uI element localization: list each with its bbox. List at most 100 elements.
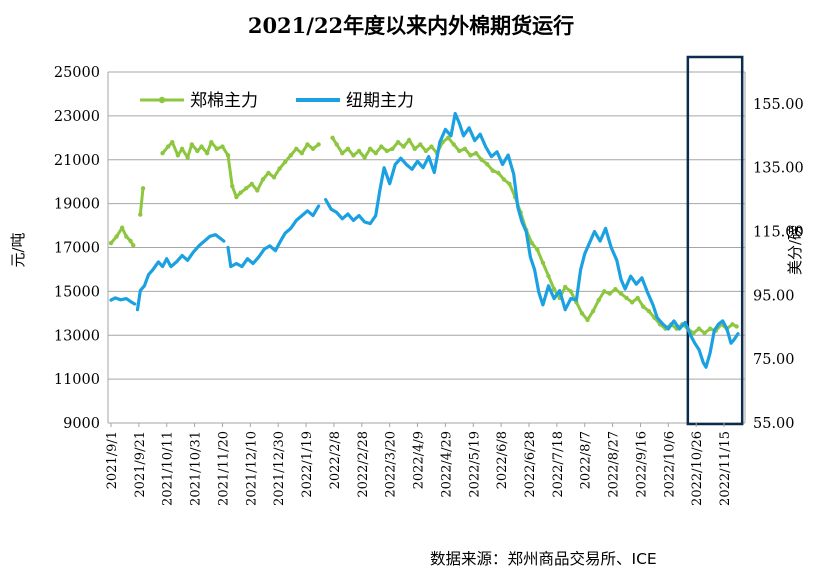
axes: 25000 23000 21000 19000 17000 15000 13000 11000… — [54, 65, 804, 506]
series-point — [170, 140, 175, 145]
series-point — [635, 295, 640, 301]
series-point — [540, 260, 546, 266]
x-tick-label: 2022/11/15 — [718, 431, 733, 506]
highlight-layer — [686, 55, 744, 426]
x-tick-label: 2022/4/9 — [412, 431, 427, 489]
y-left-tick-label: 13000 — [54, 328, 100, 344]
series-point — [602, 289, 607, 294]
series-point — [288, 153, 293, 158]
series-point — [696, 326, 702, 331]
series-point — [255, 188, 260, 193]
x-tick-label: 2021/10/11 — [161, 431, 176, 506]
series-point — [119, 225, 125, 230]
series-point — [702, 330, 707, 336]
series-point — [546, 273, 551, 279]
x-tick-label: 2022/7/18 — [551, 431, 566, 498]
series-point — [406, 137, 412, 143]
series-point — [108, 240, 114, 246]
series-point — [473, 150, 479, 156]
series-point — [535, 247, 540, 252]
series-point — [734, 324, 739, 329]
series-point — [124, 234, 129, 239]
series-point — [185, 155, 190, 160]
series-point — [334, 142, 339, 147]
series-point — [243, 186, 249, 191]
series-point — [220, 144, 225, 149]
series-point — [529, 240, 534, 246]
series-point — [707, 326, 713, 331]
source-note: 数据来源：郑州商品交易所、ICE — [430, 550, 657, 568]
series-point — [390, 146, 395, 151]
series-point — [457, 148, 462, 154]
series-point — [195, 148, 200, 154]
series-point — [607, 291, 613, 296]
y-right-tick-label: 95.00 — [753, 288, 795, 304]
series-point — [238, 190, 243, 195]
series-point — [204, 150, 210, 156]
series-point — [351, 153, 356, 158]
series-point — [641, 304, 646, 309]
chart-title: 2021/22年度以来内外棉期货运行 — [248, 13, 574, 38]
x-tick-label: 2021/11/20 — [216, 431, 231, 506]
series-line — [138, 186, 145, 217]
series-point — [507, 181, 512, 187]
series-point — [128, 238, 133, 244]
series-point — [160, 150, 165, 156]
series-2 — [109, 111, 740, 369]
grid-lines — [108, 71, 745, 424]
series-point — [277, 166, 282, 171]
series-point — [445, 135, 451, 141]
y-left-tick-label: 17000 — [54, 241, 100, 257]
series-point — [418, 142, 423, 147]
series-point — [479, 157, 484, 162]
x-tick-label: 2022/6/28 — [523, 431, 538, 498]
series-point — [379, 144, 384, 149]
series-point — [585, 317, 590, 323]
x-tick-label: 2022/9/16 — [634, 431, 649, 498]
y-right-axis-label: 美分/磅 — [786, 225, 804, 275]
series-point — [485, 161, 490, 167]
series-point — [373, 150, 378, 156]
series-point — [468, 153, 473, 158]
x-tick-label: 2021/10/31 — [189, 431, 204, 506]
series-point — [165, 144, 171, 149]
series-point — [271, 175, 277, 180]
series-line — [135, 233, 226, 312]
series-point — [175, 153, 181, 158]
x-tick-label: 2022/1/19 — [300, 431, 315, 498]
y-left-tick-label: 15000 — [54, 284, 100, 300]
series-point — [189, 142, 195, 147]
series-point — [209, 140, 214, 145]
series-line — [109, 296, 137, 306]
series-point — [730, 322, 735, 327]
y-right-tick-label: 155.00 — [753, 97, 804, 113]
x-tick-label: 2021/9/21 — [133, 431, 148, 498]
y-right-tick-label: 135.00 — [753, 161, 804, 177]
series-point — [140, 186, 146, 191]
y-left-tick-label: 25000 — [54, 65, 100, 81]
series-point — [412, 146, 417, 151]
series-point — [429, 144, 434, 149]
series-point — [260, 177, 266, 182]
highlight-box — [686, 55, 744, 426]
series-line — [226, 204, 321, 269]
series-layer — [108, 111, 740, 369]
series-point — [316, 142, 321, 147]
y-left-tick-label: 11000 — [54, 372, 100, 388]
series-point — [401, 144, 406, 149]
series-point — [451, 142, 456, 147]
series-point — [596, 297, 601, 303]
series-point — [395, 140, 401, 145]
x-tick-label: 2022/8/7 — [579, 431, 594, 489]
x-tick-label: 2022/2/8 — [328, 431, 343, 489]
legend-label: 郑棉主力 — [190, 91, 258, 111]
series-point — [114, 234, 119, 239]
x-tick-label: 2022/10/26 — [690, 431, 705, 506]
x-tick-label: 2021/9/1 — [105, 431, 120, 489]
y-right-tick-label: 75.00 — [753, 352, 795, 368]
series-point — [294, 146, 299, 151]
legend-marker — [158, 96, 166, 104]
series-point — [179, 146, 185, 151]
series-point — [340, 150, 345, 156]
series-point — [579, 311, 585, 316]
